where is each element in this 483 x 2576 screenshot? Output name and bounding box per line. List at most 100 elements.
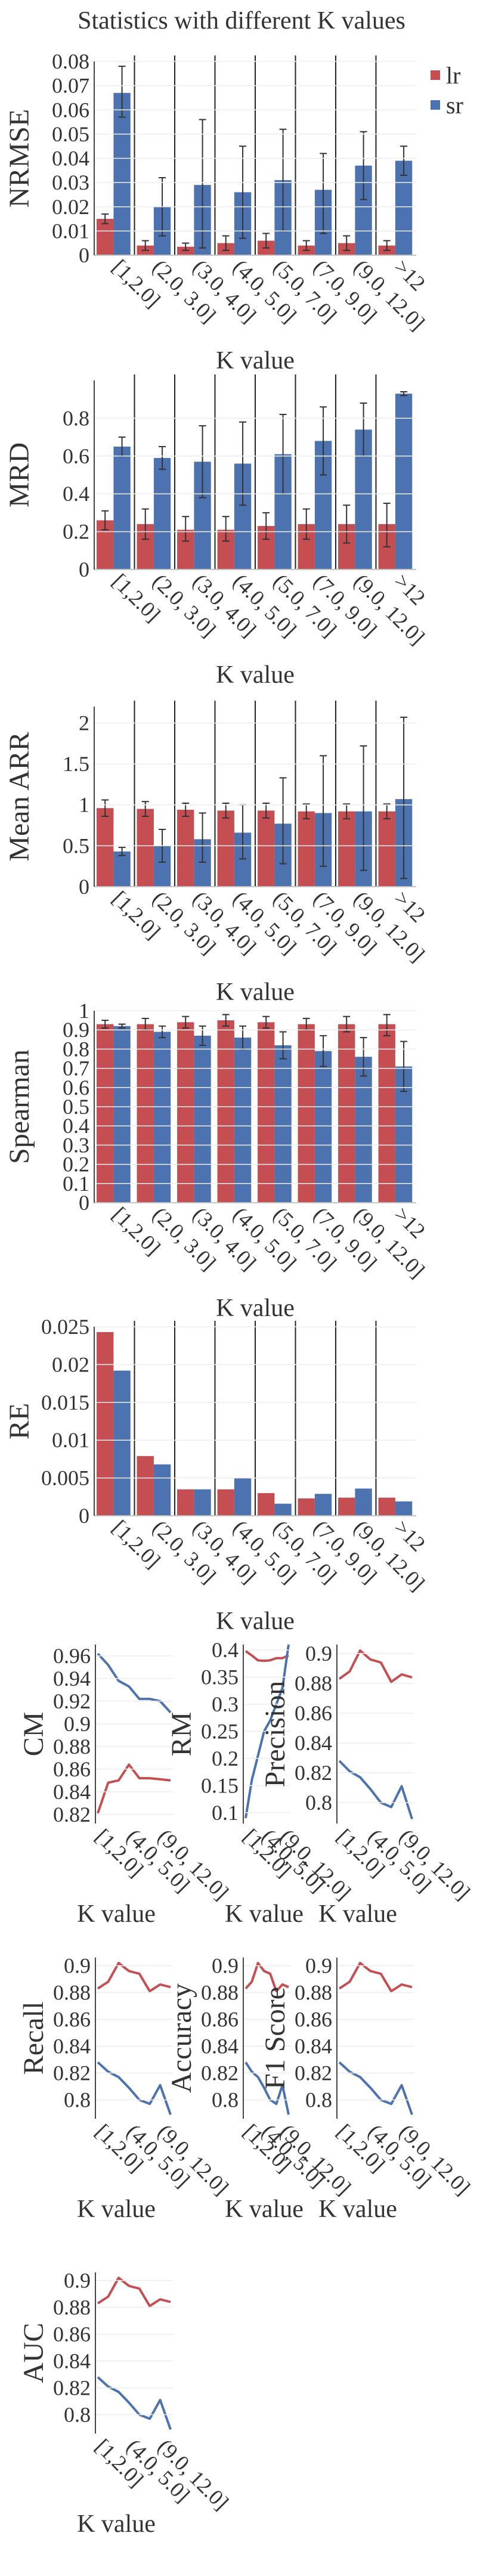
legend-label-sr: sr	[446, 92, 463, 119]
bar-lr-6	[338, 811, 355, 887]
bar-sr-3	[234, 1038, 252, 1203]
y-tick-label: 0.6	[63, 444, 89, 468]
y-tick-label: 0.25	[201, 1719, 239, 1743]
y-tick-label: 0.01	[52, 219, 89, 243]
y-tick-label: 0.4	[63, 482, 89, 506]
bar-lr-4	[258, 1022, 275, 1203]
y-tick-label: 0.2	[63, 520, 89, 544]
legend-swatch-lr	[431, 70, 440, 80]
x-axis-label: K value	[216, 979, 295, 1006]
y-axis-10: 0.8 0.82 0.84 0.86 0.88 0.9	[295, 1954, 414, 2119]
bar-sr-0	[113, 92, 131, 255]
y-tick-label: 0.5	[63, 834, 89, 857]
y-axis-11: 0.8 0.82 0.84 0.86 0.88 0.9	[53, 2269, 173, 2433]
x-axis-label: K value	[77, 2510, 156, 2538]
line-lr	[244, 1962, 289, 1993]
y-tick-label: 0.2	[212, 1747, 239, 1770]
y-tick-label: 0.9	[64, 1712, 91, 1736]
y-axis-7: 0.8 0.82 0.84 0.86 0.88 0.9	[295, 1642, 414, 1823]
y-tick-label: 0.86	[201, 2008, 239, 2032]
bar-sr-6	[355, 1057, 372, 1203]
y-tick-label: 0.86	[295, 2008, 332, 2032]
y-tick-label: 0.86	[295, 1701, 332, 1725]
bar-lr-2	[177, 1489, 194, 1516]
bar-sr-0	[113, 851, 131, 887]
y-axis-label: Precision	[259, 1681, 291, 1788]
y-tick-label: 0.4	[63, 1114, 89, 1138]
y-axis-9: 0.8 0.82 0.84 0.86 0.88 0.9	[201, 1954, 291, 2119]
x-axis-label: K value	[77, 2196, 156, 2223]
y-tick-label: 0.82	[295, 2061, 332, 2085]
bar-sr-5	[314, 1051, 332, 1203]
x-axis-label: K value	[318, 2196, 397, 2223]
y-tick-label: 0.9	[64, 2269, 91, 2293]
bar-lr-0	[97, 808, 114, 887]
bar-sr-5	[314, 1494, 332, 1516]
bar-sr-0	[113, 1370, 131, 1516]
y-tick-label: 0.5	[63, 1095, 89, 1119]
y-axis-1: 0 0.2 0.4 0.6 0.8	[63, 380, 416, 581]
bar-lr-3	[217, 1489, 234, 1516]
y-tick-label: 0.8	[305, 2088, 332, 2112]
y-tick-label: 0.03	[52, 171, 89, 194]
bar-sr-1	[153, 457, 171, 569]
x-axis-label: K value	[318, 1900, 397, 1928]
y-tick-label: 0.9	[64, 1954, 91, 1978]
line-sr	[97, 1652, 172, 1714]
y-axis-2: 0 0.5 1 1.5 2	[63, 707, 416, 899]
y-tick-label: 0.9	[212, 1954, 239, 1978]
line-sr	[244, 1644, 290, 1819]
y-tick-label: 0.005	[41, 1466, 89, 1490]
y-tick-label: 0.9	[63, 1018, 89, 1042]
bar-sr-3	[234, 1478, 252, 1516]
y-tick-label: 0.8	[63, 1037, 89, 1061]
bar-lr-5	[298, 811, 315, 887]
y-tick-label: 0	[79, 243, 89, 267]
y-tick-label: 0.92	[53, 1689, 91, 1713]
y-tick-label: 0	[79, 1504, 89, 1528]
bar-sr-1	[153, 1464, 171, 1516]
y-axis-label: Spearman	[4, 1049, 35, 1164]
y-tick-label: 0.82	[201, 2061, 239, 2085]
x-axis-label: K value	[216, 347, 295, 374]
legend-swatch-sr	[431, 100, 440, 110]
y-tick-label: 0.88	[295, 1981, 332, 2005]
bar-lr-6	[338, 1497, 355, 1516]
y-axis-0: 00.010.020.030.040.050.060.070.08	[52, 49, 416, 267]
y-tick-label: 0.86	[53, 2323, 91, 2346]
bar-lr-1	[137, 1024, 154, 1203]
y-tick-label: 0.04	[52, 147, 89, 171]
page-title: Statistics with different K values	[78, 7, 405, 35]
y-axis-label: CM	[18, 1712, 49, 1757]
y-tick-label: 0.82	[53, 1803, 91, 1826]
y-axis-label: MRD	[4, 442, 35, 507]
y-tick-label: 1	[79, 999, 89, 1023]
bar-lr-4	[258, 810, 275, 887]
y-tick-label: 0.35	[201, 1665, 239, 1689]
y-tick-label: 0.82	[295, 1761, 332, 1785]
y-tick-label: 0.84	[53, 2035, 91, 2058]
y-axis-4: 0 0.005 0.01 0.015 0.02 0.025	[41, 1315, 416, 1528]
y-tick-label: 0.8	[212, 2088, 239, 2112]
y-tick-label: 0.2	[63, 1153, 89, 1176]
bar-lr-0	[97, 1024, 114, 1203]
y-tick-label: 0.9	[305, 1954, 332, 1978]
legend: lr sr	[431, 62, 463, 119]
y-axis-label: NRMSE	[4, 109, 35, 208]
legend-label-lr: lr	[446, 62, 460, 89]
bar-lr-1	[137, 809, 154, 887]
bar-sr-0	[113, 446, 131, 569]
line-sr	[338, 2061, 413, 2115]
y-tick-label: 0.015	[41, 1391, 89, 1414]
line-lr	[97, 2277, 171, 2308]
y-tick-label: 0.82	[53, 2061, 91, 2085]
bar-lr-1	[137, 1456, 154, 1516]
y-tick-label: 0.3	[63, 1133, 89, 1157]
y-tick-label: 0.88	[53, 2296, 91, 2320]
x-axis-label: K value	[216, 661, 295, 689]
bar-lr-3	[217, 1020, 234, 1203]
y-tick-label: 0.86	[53, 1757, 91, 1781]
bar-sr-2	[194, 1489, 211, 1516]
